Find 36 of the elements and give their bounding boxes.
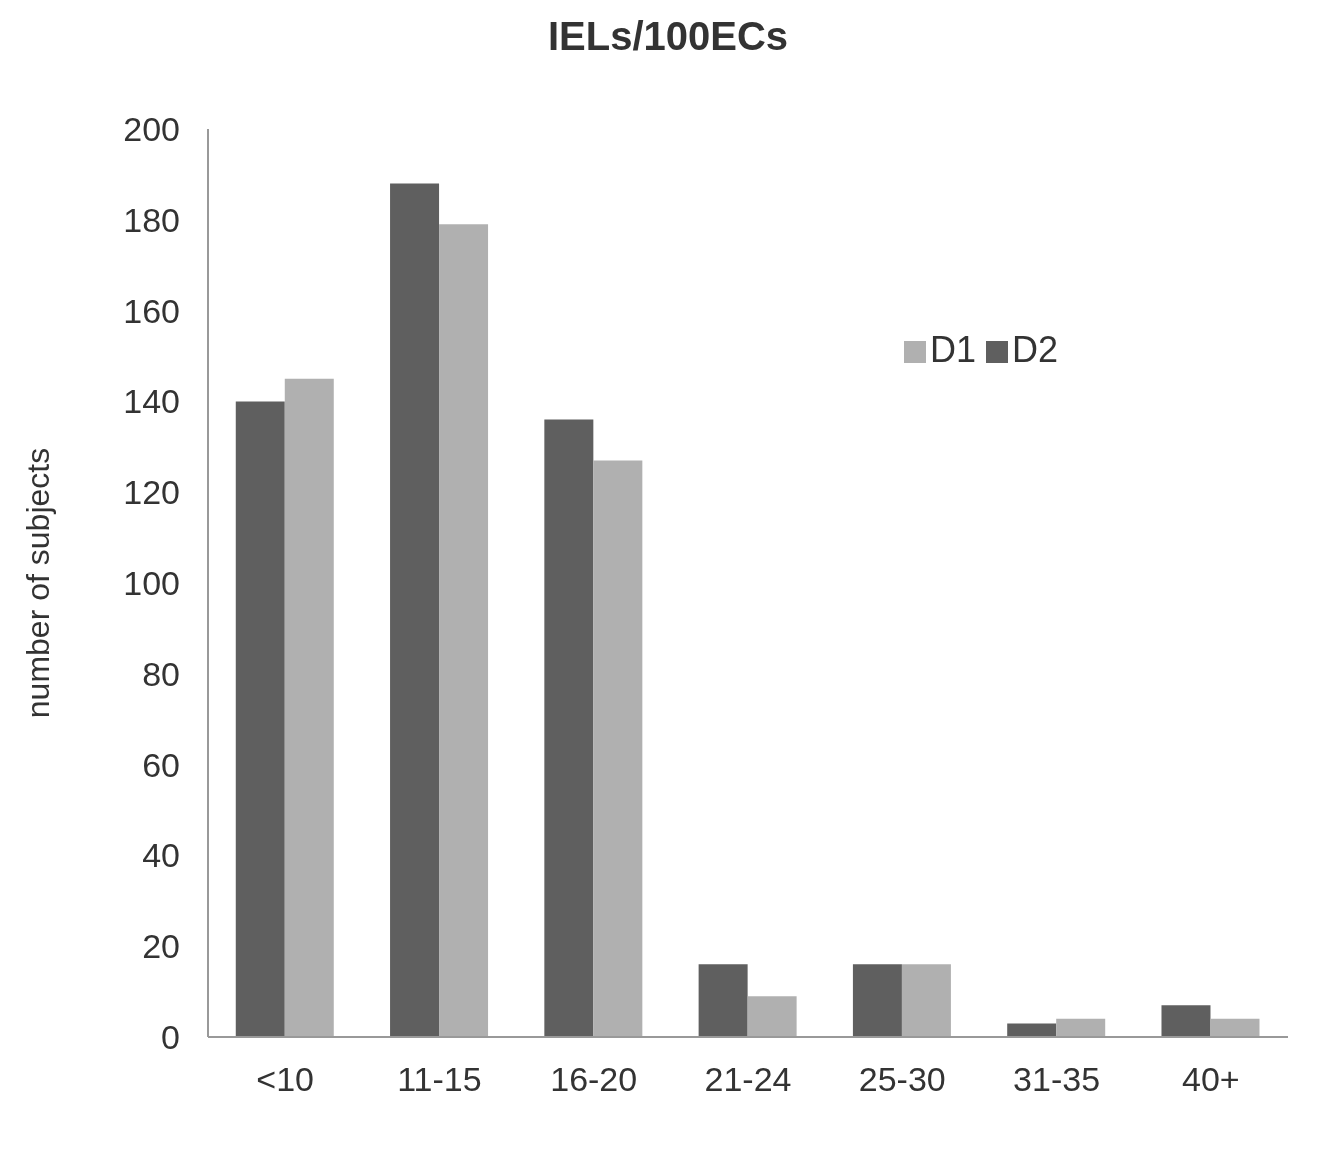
y-tick-label: 100 — [123, 564, 180, 603]
bar — [747, 996, 797, 1037]
x-tick-label: 40+ — [1182, 1060, 1240, 1099]
x-tick-label: 16-20 — [550, 1060, 638, 1099]
bar — [1210, 1018, 1260, 1037]
y-tick-label: 200 — [123, 110, 180, 149]
y-tick-label: 60 — [142, 745, 180, 784]
bar — [284, 378, 334, 1037]
x-tick-label: 25-30 — [858, 1060, 946, 1099]
x-tick-label: 21-24 — [704, 1060, 792, 1099]
bar — [593, 460, 643, 1037]
bar — [1007, 1023, 1057, 1037]
bar — [235, 401, 285, 1037]
x-tick-label: <10 — [256, 1060, 314, 1099]
bar — [390, 183, 440, 1037]
y-tick-label: 160 — [123, 291, 180, 330]
legend-label: D1 — [929, 329, 976, 370]
bar — [1056, 1018, 1106, 1037]
y-tick-label: 20 — [142, 927, 180, 966]
x-tick-label: 11-15 — [397, 1060, 482, 1099]
bar — [544, 419, 594, 1037]
bar — [852, 964, 902, 1037]
bar — [1161, 1005, 1211, 1037]
y-tick-label: 140 — [123, 382, 180, 421]
x-tick-label: 31-35 — [1013, 1060, 1101, 1099]
y-tick-label: 80 — [142, 654, 180, 693]
y-axis-title: number of subjects — [20, 447, 57, 719]
legend-label: D2 — [1011, 329, 1058, 370]
bar — [439, 224, 489, 1037]
y-tick-label: 180 — [123, 200, 180, 239]
chart-title: IELs/100ECs — [546, 14, 790, 59]
y-tick-label: 0 — [161, 1018, 180, 1057]
bar — [698, 964, 748, 1037]
y-tick-label: 40 — [142, 836, 180, 875]
y-tick-label: 120 — [123, 473, 180, 512]
bar — [901, 964, 951, 1037]
